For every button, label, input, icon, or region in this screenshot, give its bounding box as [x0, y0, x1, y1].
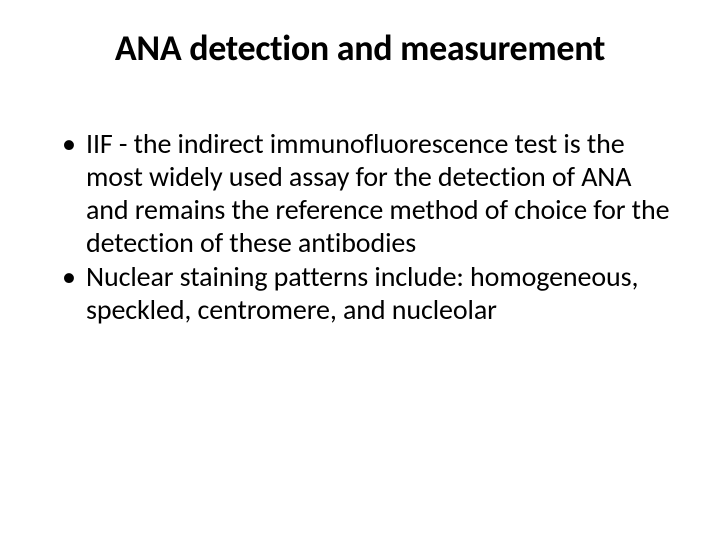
slide: ANA detection and measurement IIF - the … [0, 0, 720, 540]
slide-body: IIF - the indirect immunofluorescence te… [50, 127, 670, 325]
list-item: IIF - the indirect immunofluorescence te… [62, 127, 670, 259]
bullet-list: IIF - the indirect immunofluorescence te… [62, 127, 670, 325]
slide-title: ANA detection and measurement [50, 28, 670, 69]
list-item: Nuclear staining patterns include: homog… [62, 260, 670, 326]
